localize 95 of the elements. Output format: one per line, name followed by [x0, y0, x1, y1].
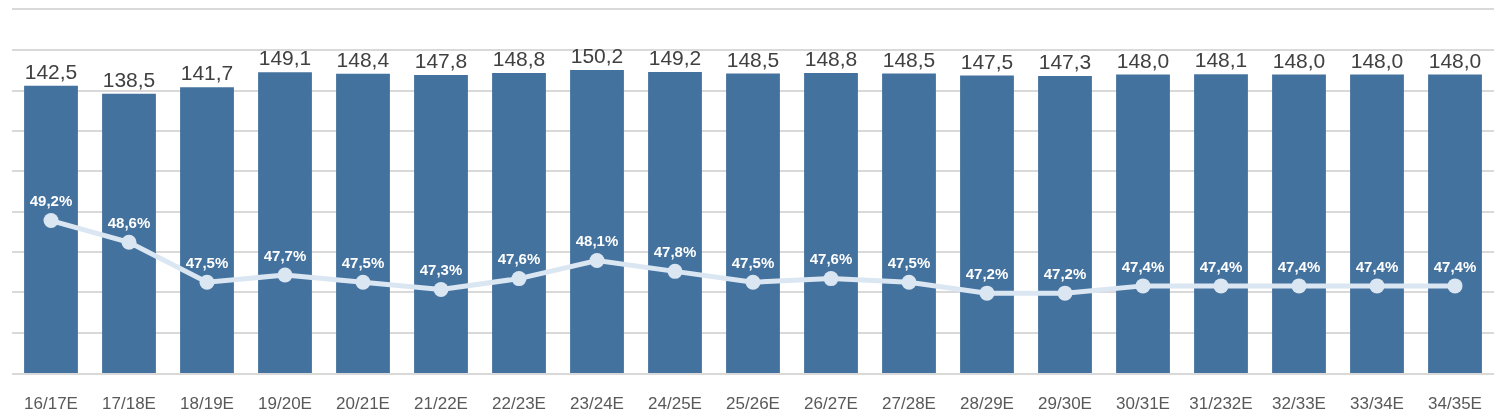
bar — [570, 70, 624, 373]
point — [901, 274, 917, 290]
point — [1447, 278, 1463, 294]
point — [589, 252, 605, 268]
x-tick-label: 28/29E — [960, 394, 1014, 414]
data-label: 48,1% — [575, 232, 619, 250]
bar — [102, 93, 156, 373]
bar — [726, 73, 780, 373]
x-tick-label: 34/35E — [1428, 394, 1482, 414]
data-label: 47,4% — [1277, 257, 1321, 275]
point — [667, 263, 683, 279]
point — [1291, 278, 1307, 294]
data-label: 48,6% — [107, 214, 151, 232]
x-tick-label: 24/25E — [648, 394, 702, 414]
data-label: 49,2% — [29, 192, 73, 210]
data-label: 148,0 — [1116, 48, 1170, 72]
data-label: 47,6% — [497, 250, 541, 268]
bar — [258, 72, 312, 373]
data-label: 148,0 — [1350, 48, 1404, 72]
x-tick-label: 27/28E — [882, 394, 936, 414]
data-label: 147,8 — [414, 48, 468, 72]
point — [43, 213, 59, 229]
data-label: 148,0 — [1428, 48, 1482, 72]
data-label: 138,5 — [102, 67, 156, 91]
data-label: 141,7 — [180, 61, 234, 85]
data-label: 147,3 — [1038, 49, 1092, 73]
x-tick-label: 32/33E — [1272, 394, 1326, 414]
data-label: 47,5% — [185, 254, 229, 272]
bar — [1038, 75, 1092, 373]
point — [979, 285, 995, 301]
x-tick-label: 20/21E — [336, 394, 390, 414]
bar — [960, 75, 1014, 373]
point — [1213, 278, 1229, 294]
point — [1135, 278, 1151, 294]
x-tick-label: 26/27E — [804, 394, 858, 414]
point — [745, 274, 761, 290]
data-label: 47,7% — [263, 246, 307, 264]
data-label: 47,5% — [341, 254, 385, 272]
data-label: 148,4 — [336, 47, 390, 71]
x-tick-label: 23/24E — [570, 394, 624, 414]
point — [823, 271, 839, 287]
data-label: 149,2 — [648, 46, 702, 70]
data-label: 148,0 — [1272, 48, 1326, 72]
x-tick-label: 18/19E — [180, 394, 234, 414]
bar — [336, 73, 390, 373]
bar — [882, 73, 936, 373]
point — [277, 267, 293, 283]
bar — [414, 74, 468, 373]
data-label: 148,1 — [1194, 48, 1248, 72]
data-label: 47,3% — [419, 261, 463, 279]
bar — [1116, 74, 1170, 373]
data-label: 47,8% — [653, 243, 697, 261]
bar — [648, 72, 702, 373]
x-tick-label: 16/17E — [24, 394, 78, 414]
point — [1369, 278, 1385, 294]
data-label: 47,4% — [1355, 257, 1399, 275]
data-label: 150,2 — [570, 44, 624, 68]
data-label: 47,5% — [731, 254, 775, 272]
data-label: 148,5 — [726, 47, 780, 71]
point — [511, 271, 527, 287]
x-tick-label: 31/232E — [1189, 394, 1253, 414]
bar — [492, 72, 546, 373]
x-tick-label: 21/22E — [414, 394, 468, 414]
point — [433, 282, 449, 297]
bar — [1428, 74, 1482, 373]
data-label: 47,5% — [887, 254, 931, 272]
data-label: 148,5 — [882, 47, 936, 71]
bar — [1272, 74, 1326, 373]
bar — [180, 87, 234, 373]
point — [199, 274, 215, 290]
bar — [804, 72, 858, 373]
data-label: 47,4% — [1433, 257, 1477, 275]
x-tick-label: 19/20E — [258, 394, 312, 414]
point — [355, 274, 371, 290]
data-label: 47,4% — [1199, 257, 1243, 275]
bar — [1194, 74, 1248, 373]
data-label: 47,6% — [809, 250, 853, 268]
point — [121, 234, 137, 250]
x-tick-label: 25/26E — [726, 394, 780, 414]
data-label: 47,2% — [1043, 265, 1087, 283]
data-label: 148,8 — [492, 46, 546, 70]
x-tick-label: 29/30E — [1038, 394, 1092, 414]
bar — [24, 85, 78, 373]
data-label: 142,5 — [24, 59, 78, 83]
data-label: 147,5 — [960, 49, 1014, 73]
data-label: 47,2% — [965, 265, 1009, 283]
x-tick-label: 17/18E — [102, 394, 156, 414]
data-label: 148,8 — [804, 46, 858, 70]
x-tick-label: 22/23E — [492, 394, 546, 414]
data-label: 149,1 — [258, 46, 312, 70]
x-tick-label: 30/31E — [1116, 394, 1170, 414]
x-tick-label: 33/34E — [1350, 394, 1404, 414]
data-label: 47,4% — [1121, 257, 1165, 275]
point — [1057, 285, 1073, 301]
bar — [1350, 74, 1404, 373]
